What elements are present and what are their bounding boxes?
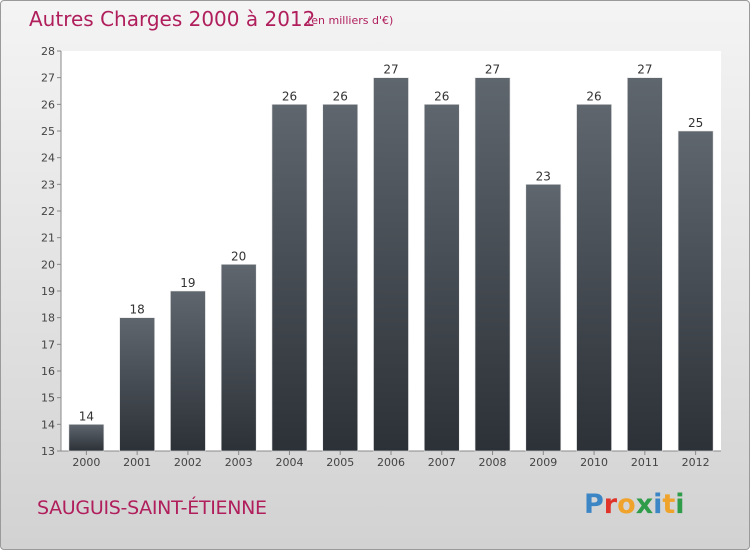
x-tick-label: 2009	[529, 456, 557, 469]
data-label-2007: 26	[434, 89, 449, 103]
y-tick-label: 14	[41, 418, 55, 431]
x-tick-label: 2010	[580, 456, 608, 469]
bar-2001	[119, 317, 155, 452]
y-tick-label: 13	[41, 445, 55, 458]
chart-title: Autres Charges 2000 à 2012	[29, 7, 316, 31]
bar-2006	[373, 77, 409, 452]
x-tick-label: 2004	[275, 456, 303, 469]
bar-2002	[170, 290, 206, 452]
y-tick-label: 17	[41, 338, 55, 351]
bar-2004	[271, 104, 308, 452]
y-tick-label: 28	[41, 45, 55, 58]
data-label-2012: 25	[688, 116, 703, 130]
x-tick-label: 2007	[428, 456, 456, 469]
y-tick-label: 16	[41, 365, 55, 378]
y-tick-label: 18	[41, 312, 55, 325]
logo-letter: P	[584, 489, 604, 520]
x-tick-label: 2000	[72, 456, 100, 469]
y-tick-label: 15	[41, 392, 55, 405]
data-label-2006: 27	[383, 63, 398, 77]
proxiti-logo[interactable]: Proxiti	[584, 489, 685, 520]
bar-2005	[322, 104, 359, 452]
y-tick-label: 27	[41, 72, 55, 85]
bar-2009	[525, 184, 562, 452]
data-label-2011: 27	[637, 63, 652, 77]
unit-note: (en milliers d'€)	[307, 14, 394, 27]
y-tick-label: 25	[41, 125, 55, 138]
logo-letter: x	[635, 489, 654, 520]
y-tick-label: 21	[41, 232, 55, 245]
logo-letter: r	[603, 489, 618, 520]
x-tick-label: 2003	[225, 456, 253, 469]
data-label-2003: 20	[231, 249, 246, 263]
data-label-2004: 26	[282, 89, 297, 103]
data-label-2009: 23	[536, 169, 551, 183]
bar-2012	[677, 130, 714, 452]
bar-2010	[576, 104, 612, 452]
commune-name: SAUGUIS-SAINT-ÉTIENNE	[37, 497, 267, 519]
y-tick-label: 22	[41, 205, 55, 218]
x-tick-label: 2006	[377, 456, 405, 469]
logo-letter: t	[662, 489, 676, 520]
data-label-2008: 27	[485, 63, 500, 77]
bar-2000	[68, 424, 105, 452]
x-tick-label: 2011	[631, 456, 659, 469]
bar-2007	[423, 104, 460, 452]
y-tick-label: 20	[41, 258, 55, 271]
logo-letter: o	[617, 489, 636, 520]
data-label-2001: 18	[130, 303, 145, 317]
data-label-2005: 26	[333, 89, 348, 103]
bar-2008	[474, 77, 511, 452]
data-label-2002: 19	[180, 276, 195, 290]
y-tick-label: 26	[41, 98, 55, 111]
bar-2003	[220, 264, 257, 452]
x-tick-label: 2002	[174, 456, 202, 469]
y-tick-label: 19	[41, 285, 55, 298]
x-tick-label: 2008	[479, 456, 507, 469]
bar-2011	[627, 77, 663, 452]
logo-letter: i	[653, 489, 663, 520]
logo-letter: i	[675, 489, 685, 520]
x-tick-label: 2001	[123, 456, 151, 469]
x-tick-label: 2012	[682, 456, 710, 469]
data-label-2000: 14	[79, 409, 94, 423]
y-tick-label: 23	[41, 178, 55, 191]
data-label-2010: 26	[586, 89, 601, 103]
y-tick-label: 24	[41, 152, 55, 165]
x-tick-label: 2005	[326, 456, 354, 469]
